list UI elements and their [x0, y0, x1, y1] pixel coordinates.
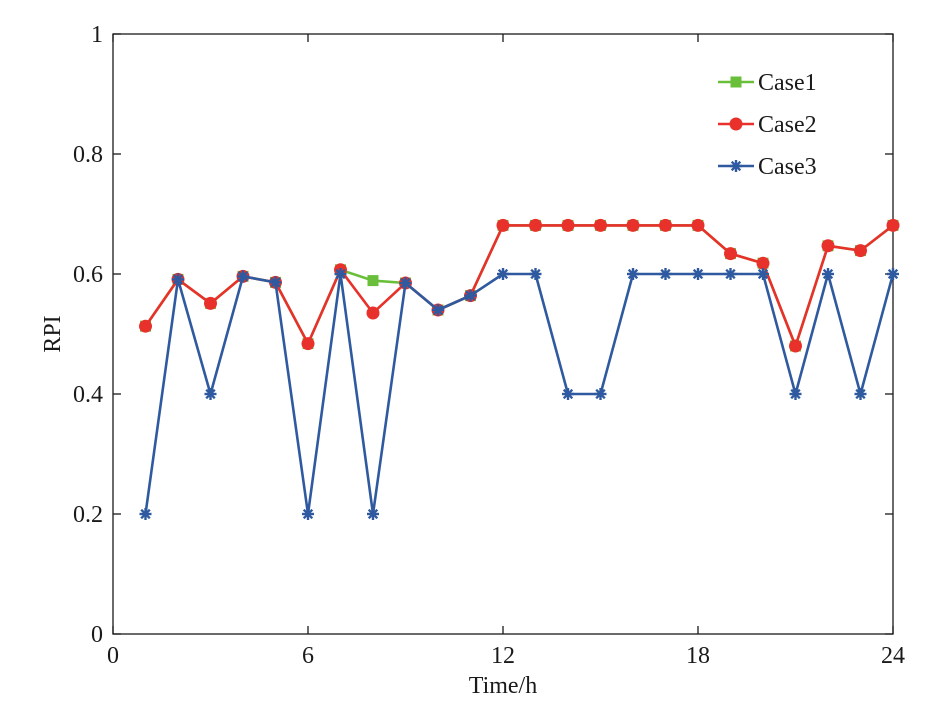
- x-tick-label: 18: [686, 643, 710, 669]
- x-tick-label: 6: [302, 643, 314, 669]
- data-point-case2: [594, 218, 607, 232]
- data-point-case3: [692, 268, 704, 280]
- y-tick-label: 0.8: [73, 142, 103, 168]
- legend-label: Case1: [758, 70, 817, 96]
- data-point-case2: [529, 218, 542, 232]
- series-case1: [140, 219, 899, 352]
- data-point-case2: [659, 218, 672, 232]
- legend-entry-case3: Case3: [718, 154, 817, 180]
- legend-label: Case2: [758, 112, 817, 138]
- y-tick-label: 0.4: [73, 382, 103, 408]
- series-line-case2: [144, 224, 894, 348]
- data-point-case3: [367, 508, 379, 520]
- data-point-case2: [691, 218, 705, 232]
- data-point-case2: [789, 339, 802, 353]
- data-point-case3: [627, 268, 639, 280]
- y-tick-label: 0: [91, 622, 103, 648]
- data-point-case3: [464, 289, 477, 302]
- data-point-case3: [562, 388, 574, 400]
- x-tick-label: 24: [881, 643, 905, 669]
- axis-ticks: 0 6 12 18 24 0 0.2 0.4 0.6 0.8 1: [73, 22, 905, 669]
- legend-entry-case2: Case2: [718, 112, 817, 138]
- data-point-case2: [756, 256, 770, 270]
- data-point-case2: [496, 218, 510, 232]
- data-point-case3: [887, 268, 899, 280]
- data-point-case3: [529, 268, 542, 280]
- data-point-case2: [561, 218, 575, 232]
- legend-swatch-marker: [730, 76, 742, 88]
- data-point-case3: [399, 277, 412, 289]
- data-point-case3: [237, 270, 249, 283]
- data-point-case3: [497, 268, 509, 280]
- legend-entry-case1: Case1: [718, 70, 817, 96]
- data-point-case3: [724, 268, 737, 280]
- data-point-case3: [659, 268, 672, 280]
- legend: Case1 Case2 Case3: [718, 70, 817, 180]
- data-point-case3: [789, 388, 802, 400]
- y-tick-label: 0.6: [73, 262, 103, 288]
- data-point-case2: [886, 218, 900, 232]
- data-point-case3: [302, 508, 314, 520]
- data-point-case3: [822, 268, 834, 280]
- series-case3: [139, 268, 899, 520]
- data-point-case2: [626, 218, 640, 232]
- series-layer: [139, 218, 900, 520]
- y-tick-label: 0.2: [73, 502, 103, 528]
- data-point-case3: [269, 276, 282, 289]
- data-point-case3: [757, 268, 769, 280]
- y-tick-label: 1: [91, 22, 103, 48]
- x-tick-label: 0: [107, 643, 119, 669]
- data-point-case3: [432, 304, 444, 316]
- legend-swatch-marker: [730, 160, 742, 172]
- data-point-case2: [821, 239, 835, 253]
- data-point-case3: [854, 388, 867, 400]
- series-case2: [139, 218, 900, 353]
- x-tick-label: 12: [491, 643, 515, 669]
- data-point-case2: [366, 306, 380, 320]
- data-point-case2: [854, 244, 867, 258]
- x-axis-title: Time/h: [469, 673, 537, 699]
- data-point-case2: [204, 296, 217, 310]
- y-axis-title: RPI: [40, 315, 66, 352]
- data-point-case2: [301, 337, 315, 351]
- data-point-case2: [724, 247, 737, 261]
- data-point-case2: [139, 319, 152, 333]
- legend-swatch-marker: [729, 117, 743, 131]
- data-point-case3: [172, 273, 184, 286]
- data-point-case3: [139, 508, 152, 520]
- data-point-case3: [334, 268, 347, 280]
- data-point-case3: [594, 388, 607, 400]
- series-line-case1: [144, 224, 894, 348]
- legend-label: Case3: [758, 154, 817, 180]
- data-point-case3: [204, 388, 217, 400]
- data-point-case1: [367, 275, 379, 287]
